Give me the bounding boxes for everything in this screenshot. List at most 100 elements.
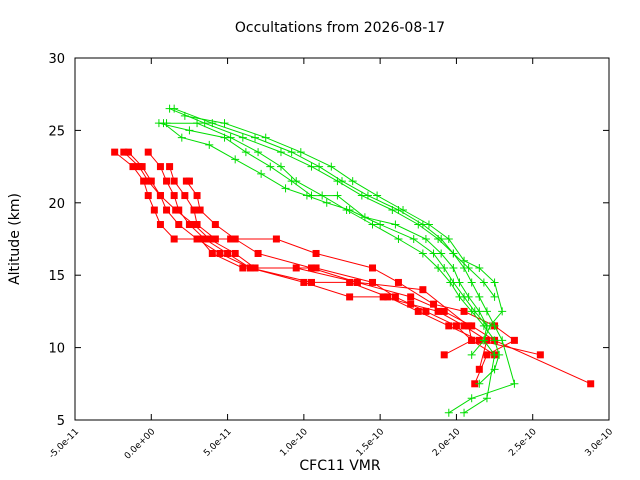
- data-point: [296, 148, 305, 157]
- data-point: [414, 220, 423, 229]
- data-point: [156, 221, 164, 229]
- data-point: [251, 264, 259, 272]
- data-point: [220, 119, 229, 128]
- data-point: [434, 307, 442, 315]
- data-point: [399, 206, 408, 215]
- data-point: [181, 192, 189, 200]
- data-point: [418, 249, 427, 258]
- data-point: [449, 263, 458, 272]
- data-point: [322, 198, 331, 207]
- data-point: [429, 249, 438, 258]
- data-point: [460, 408, 469, 417]
- data-point: [196, 206, 204, 214]
- x-tick-label: 1.5e-10: [355, 427, 387, 459]
- data-point: [246, 264, 254, 272]
- data-point: [193, 221, 201, 229]
- data-point: [475, 263, 484, 272]
- data-point: [261, 133, 270, 142]
- data-point: [587, 380, 595, 388]
- y-tick-label: 5: [57, 414, 65, 429]
- data-point: [482, 307, 491, 316]
- data-point: [312, 249, 320, 257]
- data-point: [312, 264, 320, 272]
- series-3: [120, 148, 499, 359]
- x-tick-label: 5.0e-11: [202, 427, 234, 459]
- data-point: [510, 336, 518, 344]
- data-point: [135, 163, 143, 171]
- data-point: [193, 235, 201, 243]
- data-point: [369, 264, 377, 272]
- data-point: [409, 235, 418, 243]
- x-tick-label: 2.0e-10: [431, 427, 463, 459]
- data-point: [144, 148, 152, 156]
- chart-title: Occultations from 2026-08-17: [235, 20, 445, 36]
- data-point: [111, 148, 119, 156]
- data-point: [170, 235, 178, 243]
- data-point: [475, 365, 483, 373]
- y-tick-label: 30: [48, 52, 65, 67]
- data-point: [185, 126, 194, 135]
- data-point: [166, 163, 174, 171]
- data-point: [498, 307, 507, 316]
- data-point: [434, 235, 443, 243]
- data-point: [475, 292, 484, 301]
- data-point: [175, 221, 183, 229]
- data-point: [345, 206, 354, 215]
- data-point: [140, 177, 148, 185]
- data-point: [419, 286, 427, 294]
- data-point: [224, 249, 232, 257]
- data-point: [479, 278, 488, 287]
- data-point: [424, 220, 433, 229]
- plot-frame: [74, 57, 610, 421]
- data-point: [254, 249, 262, 257]
- data-point: [449, 249, 458, 258]
- data-point: [241, 148, 250, 157]
- x-tick-label: 3.0e-10: [584, 427, 616, 459]
- data-point: [483, 351, 491, 359]
- data-point: [391, 220, 400, 229]
- y-tick-label: 20: [48, 197, 65, 212]
- data-point: [193, 192, 201, 200]
- data-point: [201, 235, 209, 243]
- data-point: [479, 336, 488, 345]
- data-point: [177, 133, 186, 142]
- data-point: [460, 322, 468, 330]
- data-point: [495, 350, 504, 359]
- data-point: [170, 192, 178, 200]
- data-point: [440, 263, 449, 272]
- data-point: [437, 249, 446, 258]
- data-point: [182, 177, 190, 185]
- series-5: [182, 177, 476, 359]
- data-point: [144, 192, 152, 200]
- data-point: [163, 177, 171, 185]
- data-point: [190, 206, 198, 214]
- y-tick-label: 10: [48, 342, 65, 357]
- data-point: [257, 169, 266, 178]
- data-point: [421, 235, 430, 243]
- data-point: [449, 278, 458, 287]
- data-point: [211, 221, 219, 229]
- data-point: [307, 162, 316, 171]
- data-point: [281, 184, 290, 193]
- data-point: [475, 379, 484, 388]
- data-point: [129, 163, 137, 171]
- data-point: [444, 235, 453, 243]
- data-point: [467, 350, 476, 359]
- data-point: [467, 278, 476, 287]
- series-4: [166, 163, 518, 388]
- data-point: [165, 104, 174, 113]
- series-8: [180, 111, 507, 417]
- data-point: [482, 394, 491, 403]
- data-point: [124, 148, 132, 156]
- data-point: [272, 235, 280, 243]
- data-point: [163, 206, 171, 214]
- x-axis-label: CFC11 VMR: [299, 458, 381, 474]
- data-point: [287, 148, 296, 157]
- data-point: [490, 278, 499, 287]
- data-point: [205, 235, 213, 243]
- data-point: [276, 148, 285, 157]
- data-point: [445, 322, 453, 330]
- data-point: [185, 221, 193, 229]
- data-point: [227, 235, 235, 243]
- data-point: [452, 322, 460, 330]
